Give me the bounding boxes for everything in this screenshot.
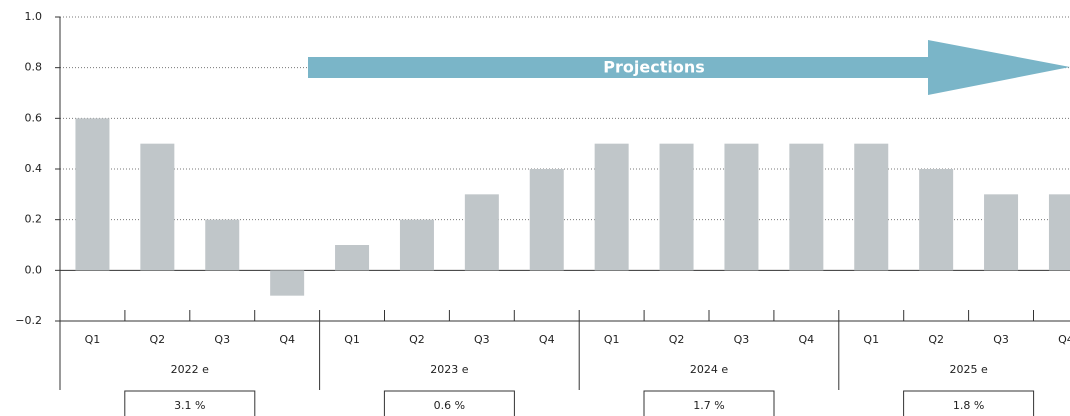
x-tick-label: Q3 (214, 333, 230, 346)
bar (335, 245, 370, 271)
projections-arrow: Projections (308, 40, 1070, 95)
x-tick-label: Q1 (85, 333, 101, 346)
arrow-shape (308, 40, 1070, 95)
y-tick-label: 0.6 (25, 111, 43, 124)
bar (464, 194, 499, 271)
annual-box (383, 390, 515, 416)
y-tick-label: 0.0 (25, 263, 43, 276)
bar (919, 169, 954, 271)
annual-label: 1.8 % (953, 399, 984, 412)
bar (75, 118, 110, 271)
bar (205, 219, 240, 271)
y-tick-label: 0.2 (25, 213, 43, 226)
x-tick-label: Q4 (799, 333, 815, 346)
bar (1048, 194, 1070, 271)
bar (659, 143, 694, 271)
year-label: 2025 e (949, 363, 987, 376)
year-label: 2023 e (430, 363, 468, 376)
bar (789, 143, 824, 271)
x-tick-label: Q4 (279, 333, 295, 346)
annual-label: 0.6 % (434, 399, 465, 412)
annotation: Projections (603, 58, 704, 77)
bar (594, 143, 629, 271)
x-tick-label: Q4 (539, 333, 555, 346)
y-tick-label: −0.2 (15, 314, 42, 327)
annual-label: 3.1 % (174, 399, 205, 412)
x-tick-label: Q2 (409, 333, 425, 346)
x-tick-label: Q3 (474, 333, 490, 346)
x-tick-label: Q4 (1058, 333, 1070, 346)
bar (724, 143, 759, 271)
annual-box (124, 390, 256, 416)
x-tick-label: Q1 (344, 333, 360, 346)
bar (399, 219, 434, 271)
x-tick-label: Q1 (604, 333, 620, 346)
bar (529, 169, 564, 271)
x-tick-label: Q2 (150, 333, 166, 346)
bar (854, 143, 889, 271)
y-tick-label: 0.4 (25, 162, 43, 175)
annual-box (903, 390, 1035, 416)
year-label: 2022 e (171, 363, 209, 376)
x-tick-label: Q2 (928, 333, 944, 346)
x-tick-label: Q3 (993, 333, 1009, 346)
y-tick-label: 1.0 (25, 10, 43, 23)
year-label: 2024 e (690, 363, 728, 376)
x-tick-label: Q1 (863, 333, 879, 346)
y-tick-label: 0.8 (25, 61, 43, 74)
x-tick-label: Q3 (734, 333, 750, 346)
annual-box (643, 390, 775, 416)
bar (984, 194, 1019, 271)
annual-label: 1.7 % (693, 399, 724, 412)
bar (140, 143, 175, 271)
x-tick-label: Q2 (669, 333, 685, 346)
bar (270, 270, 305, 296)
